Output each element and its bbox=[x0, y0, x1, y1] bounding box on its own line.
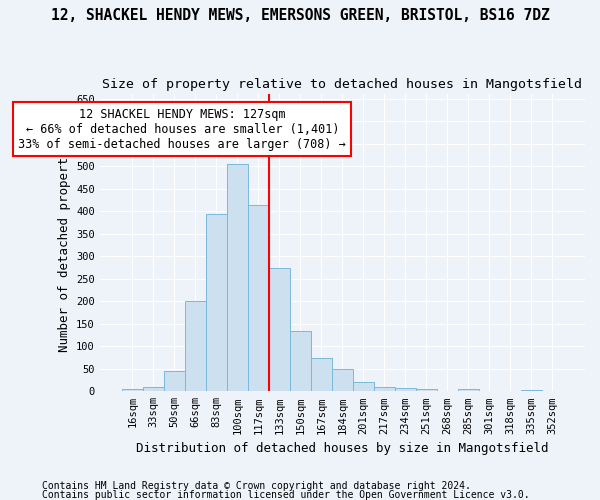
Bar bbox=[122, 389, 143, 392]
Text: Contains public sector information licensed under the Open Government Licence v3: Contains public sector information licen… bbox=[42, 490, 530, 500]
X-axis label: Distribution of detached houses by size in Mangotsfield: Distribution of detached houses by size … bbox=[136, 442, 548, 455]
Bar bbox=[332, 369, 353, 392]
Bar bbox=[269, 268, 290, 392]
Bar bbox=[290, 330, 311, 392]
Bar bbox=[227, 164, 248, 392]
Text: 12 SHACKEL HENDY MEWS: 127sqm
← 66% of detached houses are smaller (1,401)
33% o: 12 SHACKEL HENDY MEWS: 127sqm ← 66% of d… bbox=[19, 108, 346, 151]
Text: 12, SHACKEL HENDY MEWS, EMERSONS GREEN, BRISTOL, BS16 7DZ: 12, SHACKEL HENDY MEWS, EMERSONS GREEN, … bbox=[50, 8, 550, 22]
Y-axis label: Number of detached properties: Number of detached properties bbox=[58, 134, 71, 352]
Bar bbox=[395, 388, 416, 392]
Title: Size of property relative to detached houses in Mangotsfield: Size of property relative to detached ho… bbox=[103, 78, 583, 90]
Bar bbox=[458, 389, 479, 392]
Bar bbox=[206, 214, 227, 392]
Bar bbox=[164, 371, 185, 392]
Bar bbox=[416, 389, 437, 392]
Text: Contains HM Land Registry data © Crown copyright and database right 2024.: Contains HM Land Registry data © Crown c… bbox=[42, 481, 471, 491]
Bar bbox=[353, 382, 374, 392]
Bar bbox=[185, 302, 206, 392]
Bar bbox=[248, 204, 269, 392]
Bar bbox=[374, 387, 395, 392]
Bar bbox=[521, 390, 542, 392]
Bar bbox=[143, 387, 164, 392]
Bar bbox=[311, 358, 332, 392]
